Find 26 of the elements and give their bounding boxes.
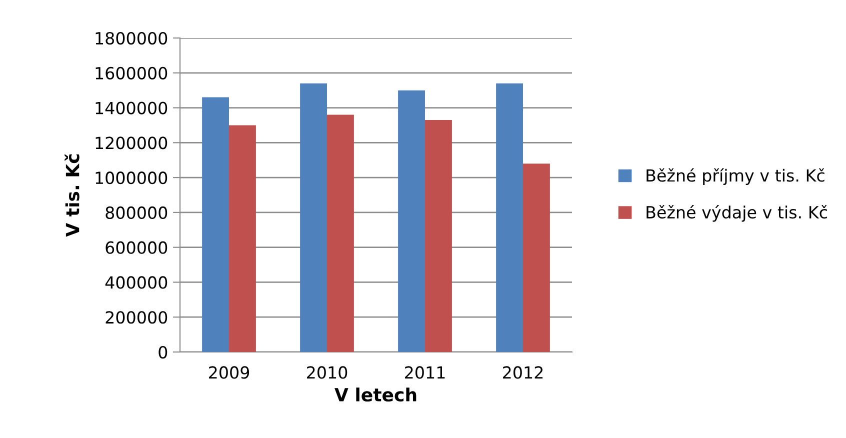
bar (327, 114, 354, 352)
y-axis-title: V tis. Kč (64, 154, 80, 237)
y-tick-label: 600000 (106, 241, 168, 254)
bar (496, 83, 523, 352)
bar (202, 97, 229, 352)
x-tick-label: 2010 (307, 366, 348, 379)
bar (300, 83, 327, 352)
bar (229, 125, 256, 352)
y-tick-label: 1400000 (96, 102, 168, 114)
y-tick-label: 1200000 (96, 136, 168, 150)
x-tick-label: 2012 (503, 366, 543, 379)
y-tick-label: 400000 (105, 276, 168, 289)
y-tick-label: 800000 (106, 206, 168, 220)
y-tick-label: 1000000 (96, 172, 168, 184)
bar (425, 120, 452, 352)
x-tick-label: 2011 (405, 366, 445, 379)
x-axis-title: V letech (334, 388, 416, 402)
y-tick-label: 1800000 (96, 32, 168, 45)
legend-label: Běžné výdaje v tis. Kč (646, 205, 827, 222)
legend-label: Běžné příjmy v tis. Kč (646, 168, 824, 185)
y-tick-label: 1600000 (96, 66, 168, 80)
bar (523, 164, 550, 352)
x-tick-label: 2009 (209, 366, 250, 379)
y-tick-label: 200000 (106, 311, 168, 324)
bar (398, 90, 425, 352)
y-tick-label: 0 (158, 346, 168, 359)
